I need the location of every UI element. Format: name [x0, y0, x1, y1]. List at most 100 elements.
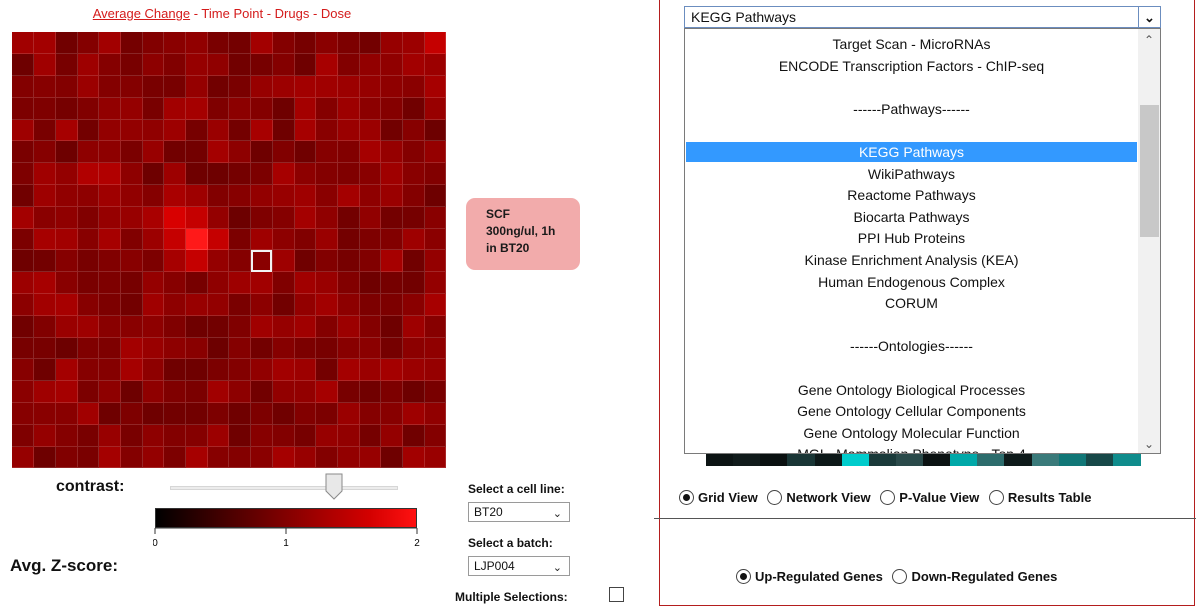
heatmap-cell[interactable]	[402, 97, 425, 120]
heatmap-cell[interactable]	[402, 53, 425, 77]
heatmap-cell[interactable]	[315, 184, 338, 207]
heatmap-cell[interactable]	[294, 337, 317, 360]
heatmap-cell[interactable]	[77, 271, 100, 295]
heatmap-cell[interactable]	[337, 359, 360, 382]
heatmap-cell[interactable]	[55, 315, 78, 338]
heatmap-cell[interactable]	[185, 446, 208, 469]
heatmap-cell[interactable]	[142, 271, 165, 295]
heatmap-cell[interactable]	[55, 337, 78, 360]
heatmap-cell[interactable]	[33, 228, 56, 251]
library-option[interactable]: ------Pathways------	[853, 100, 970, 117]
heatmap-cell[interactable]	[142, 75, 165, 98]
radio-icon[interactable]	[892, 569, 908, 584]
heatmap-cell[interactable]	[315, 97, 338, 120]
heatmap-cell[interactable]	[77, 424, 100, 447]
heatmap-cell[interactable]	[98, 337, 121, 360]
radio-icon[interactable]	[988, 490, 1004, 505]
heatmap-cell[interactable]	[402, 359, 425, 382]
heatmap-cell[interactable]	[120, 380, 143, 404]
heatmap-cell[interactable]	[337, 75, 360, 98]
heatmap-cell[interactable]	[207, 424, 230, 447]
heatmap-cell[interactable]	[120, 271, 143, 295]
heatmap-cell[interactable]	[250, 293, 273, 316]
heatmap-cell[interactable]	[207, 228, 230, 251]
heatmap-cell[interactable]	[33, 75, 56, 98]
heatmap-cell[interactable]	[12, 184, 35, 207]
heatmap-cell[interactable]	[424, 293, 447, 316]
heatmap-cell[interactable]	[142, 250, 165, 273]
view-option-grid[interactable]: Grid View	[679, 490, 758, 505]
heatmap-cell[interactable]	[402, 250, 425, 273]
heatmap-cell[interactable]	[12, 315, 35, 338]
heatmap-cell[interactable]	[359, 32, 382, 55]
heatmap-cell[interactable]	[250, 141, 273, 164]
scroll-up-icon[interactable]: ⌃	[1143, 33, 1155, 47]
view-option-pvalue[interactable]: P-Value View	[880, 490, 979, 505]
heatmap-cell[interactable]	[185, 162, 208, 186]
heatmap-cell[interactable]	[424, 337, 447, 360]
heatmap-cell[interactable]	[12, 32, 35, 55]
heatmap-cell[interactable]	[424, 206, 447, 229]
heatmap-cell[interactable]	[229, 141, 252, 164]
heatmap-cell[interactable]	[185, 228, 208, 251]
heatmap-cell[interactable]	[163, 250, 187, 273]
radio-icon[interactable]	[679, 490, 694, 505]
batch-select[interactable]: LJP004 ⌄	[468, 556, 570, 576]
heatmap-cell[interactable]	[380, 97, 404, 120]
heatmap-cell[interactable]	[250, 402, 273, 425]
heatmap-cell[interactable]	[185, 293, 208, 316]
heatmap-cell[interactable]	[359, 271, 382, 295]
heatmap-cell[interactable]	[359, 53, 382, 77]
library-option[interactable]	[686, 315, 1137, 335]
heatmap-cell[interactable]	[55, 228, 78, 251]
heatmap-cell[interactable]	[250, 271, 273, 295]
heatmap-cell[interactable]	[77, 162, 100, 186]
heatmap-cell[interactable]	[294, 402, 317, 425]
heatmap-cell[interactable]	[142, 53, 165, 77]
chevron-down-icon[interactable]: ⌄	[1139, 6, 1161, 28]
heatmap-cell[interactable]	[77, 359, 100, 382]
heatmap-cell[interactable]	[33, 119, 56, 142]
heatmap-cell[interactable]	[12, 359, 35, 382]
heatmap-cell[interactable]	[185, 75, 208, 98]
heatmap-cell[interactable]	[185, 119, 208, 142]
heatmap-cell[interactable]	[163, 32, 187, 55]
heatmap-cell[interactable]	[424, 424, 447, 447]
heatmap-cell[interactable]	[120, 184, 143, 207]
heatmap-cell[interactable]	[55, 271, 78, 295]
heatmap-cell[interactable]	[380, 53, 404, 77]
heatmap-cell[interactable]	[272, 359, 295, 382]
heatmap-cell[interactable]	[120, 446, 143, 469]
heatmap-cell[interactable]	[120, 162, 143, 186]
heatmap-cell[interactable]	[402, 380, 425, 404]
heatmap-cell[interactable]	[359, 97, 382, 120]
heatmap-cell[interactable]	[424, 97, 447, 120]
heatmap-cell[interactable]	[337, 119, 360, 142]
heatmap-cell[interactable]	[250, 228, 273, 251]
heatmap-cell[interactable]	[120, 119, 143, 142]
heatmap-cell[interactable]	[402, 293, 425, 316]
heatmap-cell[interactable]	[229, 32, 252, 55]
heatmap-cell[interactable]	[185, 359, 208, 382]
heatmap-cell[interactable]	[77, 141, 100, 164]
heatmap-cell[interactable]	[380, 293, 404, 316]
heatmap-cell[interactable]	[55, 32, 78, 55]
heatmap-cell[interactable]	[424, 32, 447, 55]
heatmap-cell[interactable]	[424, 119, 447, 142]
heatmap-cell[interactable]	[12, 424, 35, 447]
heatmap-cell[interactable]	[359, 424, 382, 447]
library-option[interactable]: Gene Ontology Biological Processes	[797, 381, 1026, 398]
heatmap-cell[interactable]	[142, 359, 165, 382]
heatmap-cell[interactable]	[98, 184, 121, 207]
heatmap-cell[interactable]	[55, 250, 78, 273]
heatmap-cell[interactable]	[77, 402, 100, 425]
heatmap-cell[interactable]	[33, 315, 56, 338]
heatmap-cell[interactable]	[142, 293, 165, 316]
heatmap-cell[interactable]	[380, 141, 404, 164]
heatmap-cell[interactable]	[337, 424, 360, 447]
heatmap-cell[interactable]	[229, 75, 252, 98]
heatmap-cell[interactable]	[250, 380, 273, 404]
heatmap-cell[interactable]	[120, 206, 143, 229]
radio-icon[interactable]	[767, 490, 783, 505]
heatmap-cell[interactable]	[207, 271, 230, 295]
